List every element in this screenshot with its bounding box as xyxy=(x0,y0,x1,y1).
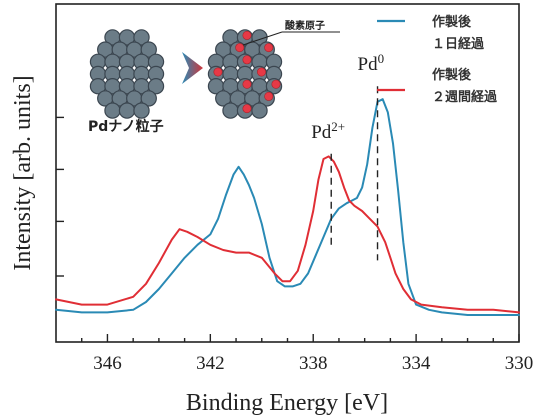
series-line-2 xyxy=(55,155,520,314)
particle-atom xyxy=(118,102,136,119)
particle-atom xyxy=(140,41,157,58)
oxygen-atom-dot xyxy=(271,79,281,89)
oxygen-atom-dot xyxy=(256,67,266,77)
x-axis-title: Binding Energy [eV] xyxy=(186,390,388,416)
legend-label-series-1-line-2: １日経過 xyxy=(432,36,485,52)
series-group xyxy=(55,98,520,316)
peak-label-1: Pd0 xyxy=(358,51,385,76)
y-axis-title: Intensity [arb. units] xyxy=(10,75,36,270)
peak-annotations: Pd0 Pd2+ xyxy=(311,51,384,261)
x-tick-label: 338 xyxy=(299,353,328,374)
inset-illustration: 酸素原子 Pdナノ粒子 xyxy=(88,19,340,135)
particle-atom xyxy=(222,102,239,119)
legend-label-series-2-line-1: 作製後 xyxy=(432,67,472,83)
transition-arrow-icon xyxy=(182,52,203,84)
pd-nanoparticle-icon xyxy=(89,29,165,119)
oxygen-atom-dot xyxy=(242,55,252,65)
y-axis-ticks xyxy=(56,116,64,277)
x-tick-label: 342 xyxy=(196,353,225,374)
peak-label-2: Pd2+ xyxy=(311,118,345,143)
oxygen-pointer-line xyxy=(242,31,283,46)
legend: 作製後 １日経過 作製後 ２週間経過 xyxy=(377,14,498,105)
legend-label-series-2-line-2: ２週間経過 xyxy=(432,89,498,105)
particle-atom xyxy=(133,29,150,46)
oxygen-atom-dot xyxy=(242,30,252,40)
oxygen-atom-dot xyxy=(213,67,223,77)
legend-label-series-1-line-1: 作製後 xyxy=(432,14,472,30)
oxygen-atom-dot xyxy=(242,79,252,89)
x-axis-ticks: 346 342 338 334 330 xyxy=(81,334,534,374)
oxygen-atom-dot xyxy=(235,43,245,53)
particle-atom xyxy=(133,102,150,119)
nanoparticle-label: Pdナノ粒子 xyxy=(88,118,164,135)
particle-atom xyxy=(251,102,268,119)
oxygen-atom-label: 酸素原子 xyxy=(285,19,325,32)
x-tick-label: 346 xyxy=(93,353,122,374)
series-line-1 xyxy=(55,98,520,316)
particle-atom xyxy=(140,90,157,107)
oxygen-atom-dot xyxy=(264,91,274,101)
oxygen-atom-dot xyxy=(242,104,252,114)
oxygen-atom-dot xyxy=(264,43,274,53)
x-tick-label: 334 xyxy=(402,353,431,374)
particle-atom xyxy=(104,102,121,119)
oxidized-nanoparticle-icon xyxy=(207,29,283,119)
particle-atom xyxy=(147,77,165,95)
x-tick-label: 330 xyxy=(505,353,534,374)
